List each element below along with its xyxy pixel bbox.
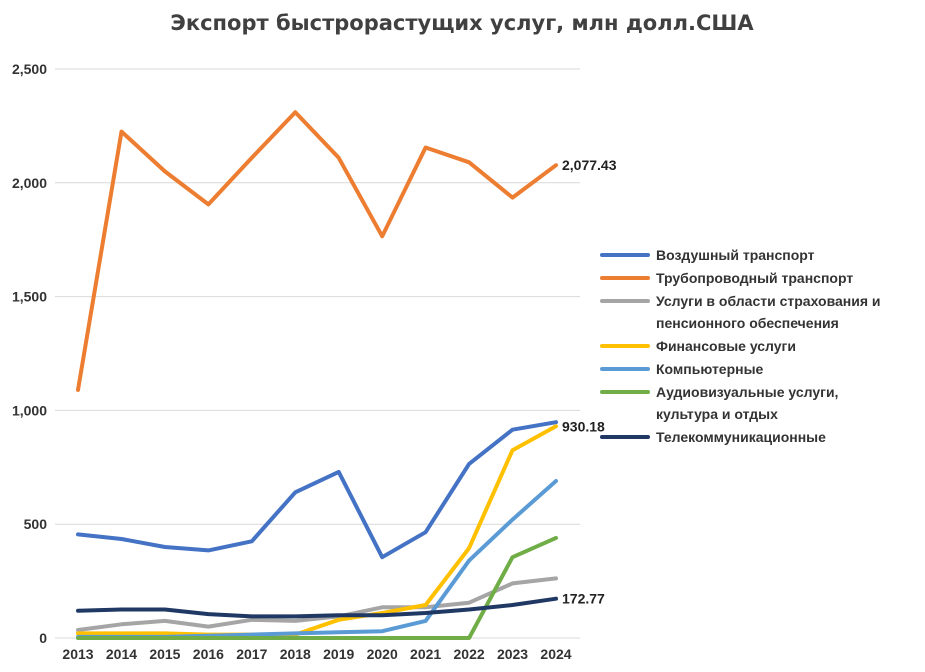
legend-label: Воздушный транспорт <box>656 247 815 263</box>
legend-label: Трубопроводный транспорт <box>656 270 853 286</box>
x-tick-label: 2016 <box>193 646 224 662</box>
x-tick-label: 2020 <box>367 646 398 662</box>
x-tick-label: 2014 <box>106 646 137 662</box>
x-tick-label: 2023 <box>497 646 528 662</box>
x-tick-label: 2018 <box>280 646 311 662</box>
series-lines <box>76 110 558 640</box>
x-tick-label: 2024 <box>540 646 571 662</box>
data-label: 172.77 <box>562 591 605 607</box>
x-axis: 2013 2014 2015 2016 2017 2018 2019 2020 2021 2022… <box>62 646 571 662</box>
series-line <box>76 535 558 640</box>
legend-label: Аудиовизуальные услуги, <box>656 384 838 400</box>
gridlines <box>55 68 580 639</box>
y-tick-label: 2,000 <box>12 175 47 191</box>
legend-label: культура и отдых <box>656 406 778 422</box>
series-line <box>76 596 558 619</box>
x-tick-label: 2021 <box>410 646 441 662</box>
legend-item: Финансовые услуги <box>600 338 796 354</box>
data-label: 2,077.43 <box>562 157 617 173</box>
series-line <box>76 576 558 632</box>
series-line <box>76 420 558 560</box>
legend-item: Аудиовизуальные услуги, культура и отдых <box>600 384 838 422</box>
x-tick-label: 2015 <box>149 646 180 662</box>
data-label: 930.18 <box>562 418 605 434</box>
y-tick-label: 1,000 <box>12 402 47 418</box>
legend: Воздушный транспорт Трубопроводный трансп… <box>600 247 881 445</box>
y-tick-label: 0 <box>39 630 47 646</box>
x-tick-label: 2022 <box>454 646 485 662</box>
x-tick-label: 2013 <box>62 646 93 662</box>
legend-item: Услуги в области страхования и пенсионног… <box>600 293 881 331</box>
legend-label: Услуги в области страхования и <box>656 293 881 309</box>
legend-label: Телекоммуникационные <box>656 429 826 445</box>
legend-item: Трубопроводный транспорт <box>600 270 853 286</box>
x-tick-label: 2017 <box>236 646 267 662</box>
legend-label: пенсионного обеспечения <box>656 315 839 331</box>
series-line <box>76 110 558 392</box>
legend-item: Телекоммуникационные <box>600 429 826 445</box>
legend-label: Компьютерные <box>656 361 764 377</box>
y-tick-label: 2,500 <box>12 61 47 77</box>
data-labels: 2,077.43 930.18 172.77 <box>562 157 617 607</box>
x-tick-label: 2019 <box>323 646 354 662</box>
legend-label: Финансовые услуги <box>656 338 796 354</box>
legend-item: Воздушный транспорт <box>600 247 815 263</box>
legend-item: Компьютерные <box>600 361 764 377</box>
y-axis: 0 500 1,000 1,500 2,000 2,500 <box>12 61 47 646</box>
y-tick-label: 500 <box>24 516 48 532</box>
chart-title: Экспорт быстрорастущих услуг, млн долл.С… <box>170 11 754 35</box>
series-line <box>76 424 558 637</box>
y-tick-label: 1,500 <box>12 289 47 305</box>
